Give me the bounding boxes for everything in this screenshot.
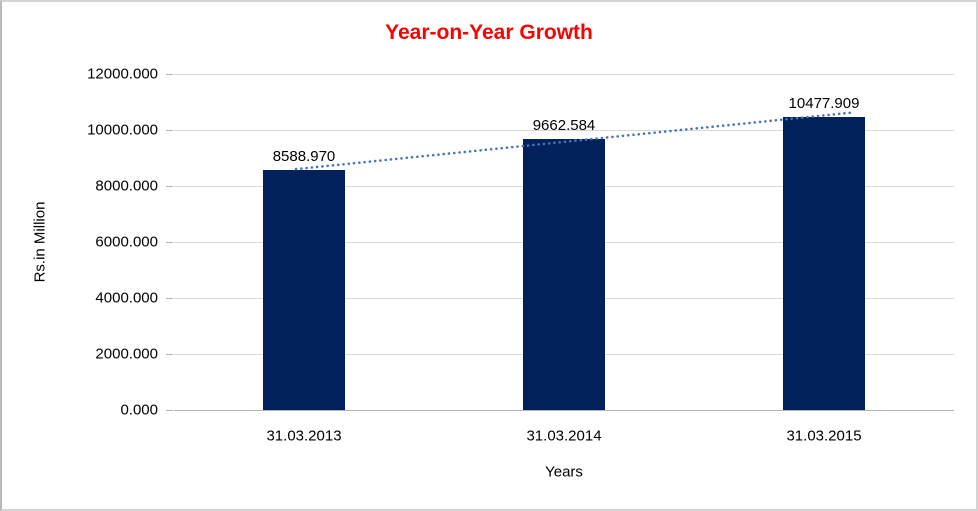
x-axis-title: Years <box>545 463 583 481</box>
y-axis-tick-mark <box>166 297 173 299</box>
y-axis-tick-label: 10000.000 <box>87 121 158 139</box>
y-axis-tick-mark <box>166 353 173 355</box>
y-axis-tick-label: 12000.000 <box>87 65 158 83</box>
y-axis-tick-label: 2000.000 <box>95 345 158 363</box>
y-axis-tick-label: 0.000 <box>120 401 158 419</box>
bar-value-label: 8588.970 <box>272 147 336 165</box>
x-axis-tick-label: 31.03.2015 <box>786 427 862 445</box>
y-axis-tick-mark <box>166 409 173 411</box>
y-axis-tick-mark <box>166 73 173 75</box>
bar-value-label: 10477.909 <box>788 94 860 112</box>
x-axis-tick-label: 31.03.2014 <box>526 427 602 445</box>
y-axis-title: Rs.in Million <box>31 201 49 283</box>
bar <box>783 116 865 410</box>
y-axis-tick-label: 4000.000 <box>95 289 158 307</box>
y-axis-tick-mark <box>166 185 173 187</box>
x-axis-tick-label: 31.03.2013 <box>266 427 342 445</box>
y-axis-tick-label: 8000.000 <box>95 177 158 195</box>
y-axis-tick-mark <box>166 129 173 131</box>
gridline <box>174 73 954 75</box>
bar <box>263 169 345 410</box>
chart-title: Year-on-Year Growth <box>385 21 593 44</box>
x-axis-line <box>174 409 954 411</box>
y-axis-tick-label: 6000.000 <box>95 233 158 251</box>
bar <box>523 139 605 410</box>
bar-value-label: 9662.584 <box>532 117 596 135</box>
y-axis-tick-mark <box>166 241 173 243</box>
